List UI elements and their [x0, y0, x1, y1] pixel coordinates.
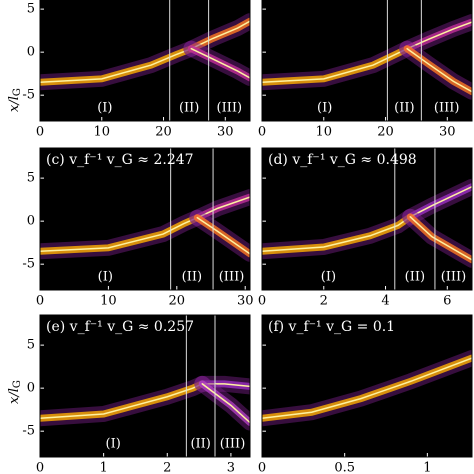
panel-background	[40, 148, 250, 290]
region-label: (II)	[182, 270, 202, 285]
panel-frame	[261, 0, 473, 122]
panel-frame	[39, 147, 251, 291]
x-tick-label: 0	[258, 294, 266, 309]
x-tick-label: 10	[93, 125, 110, 140]
panel-frame	[39, 314, 251, 458]
x-tick-label: 20	[155, 125, 172, 140]
region-label: (I)	[321, 270, 336, 285]
beam	[262, 47, 408, 84]
panel-label: (d) v_f⁻¹ v_G ≈ 0.498	[268, 152, 417, 168]
x-tick-label: 30	[439, 125, 456, 140]
panel-content: (f) v_f⁻¹ v_G = 0.1	[262, 319, 472, 427]
panel: (I) (II) (III) (c) v_f⁻¹ v_G ≈ 2.247 0 10 20 30…	[22, 147, 254, 309]
panel-content: (I) (II) (III)	[40, 0, 250, 121]
y-tick-label: -5	[22, 88, 35, 103]
beam	[196, 196, 250, 219]
beam	[409, 185, 472, 218]
region-label: (II)	[190, 437, 210, 452]
region-label: (I)	[98, 270, 113, 285]
panel-background	[262, 148, 472, 290]
y-tick-label: 0	[27, 214, 35, 229]
panel-label: (c) v_f⁻¹ v_G ≈ 2.247	[46, 152, 194, 168]
x-tick-label: 1	[99, 461, 107, 474]
beam	[201, 383, 250, 424]
beam	[201, 383, 250, 388]
x-tick-label: 0	[258, 461, 266, 474]
x-tick-label: 0	[36, 461, 44, 474]
panel-frame	[261, 314, 473, 458]
region-label: (III)	[217, 101, 243, 116]
panel-content: (I) (II) (III) (e) v_f⁻¹ v_G ≈ 0.257	[40, 315, 250, 457]
x-tick-label: 1	[423, 461, 431, 474]
y-tick-label: -5	[22, 424, 35, 439]
panel: (I) (II) (III) (d) v_f⁻¹ v_G ≈ 0.498 0 2 4 6	[258, 147, 473, 309]
region-label: (III)	[441, 270, 467, 285]
panel: (f) v_f⁻¹ v_G = 0.1 0 0.5 1	[258, 314, 473, 474]
beam	[262, 216, 411, 253]
beam	[262, 357, 472, 420]
panel: (I) (II) (III) (e) v_f⁻¹ v_G ≈ 0.257 0 1 2 3 -5 0…	[22, 314, 251, 474]
x-tick-label: 20	[377, 125, 394, 140]
x-tick-label: 6	[443, 294, 451, 309]
panel-label: (e) v_f⁻¹ v_G ≈ 0.257	[46, 319, 194, 335]
beam	[196, 216, 250, 255]
beam	[40, 383, 204, 420]
beam	[409, 216, 472, 261]
y-label-main: x/l	[7, 388, 22, 404]
x-tick-label: 0	[36, 125, 44, 140]
beam	[40, 47, 193, 84]
x-tick-label: 3	[227, 461, 235, 474]
panel-background	[262, 315, 472, 457]
panel-frame	[261, 147, 473, 291]
y-label-sub: G	[12, 380, 23, 388]
panel: (I) (II) (III) 0 10 20 30	[258, 0, 473, 140]
y-tick-label: 5	[27, 338, 35, 353]
beam	[40, 216, 199, 253]
x-tick-label: 10	[100, 294, 117, 309]
x-tick-label: 30	[237, 294, 254, 309]
region-label: (I)	[97, 101, 112, 116]
beam	[406, 21, 472, 50]
panel-content: (I) (II) (III) (c) v_f⁻¹ v_G ≈ 2.247	[40, 148, 250, 290]
panel-label: (f) v_f⁻¹ v_G = 0.1	[268, 319, 395, 335]
x-tick-label: 10	[315, 125, 332, 140]
y-tick-label: 5	[27, 2, 35, 17]
region-label: (II)	[405, 270, 425, 285]
x-tick-label: 2	[163, 461, 171, 474]
panel-content: (I) (II) (III)	[262, 0, 472, 121]
x-tick-label: 30	[217, 125, 234, 140]
x-tick-label: 20	[169, 294, 186, 309]
region-label: (I)	[317, 101, 332, 116]
x-tick-label: 4	[381, 294, 389, 309]
beam	[406, 47, 472, 93]
panel-background	[262, 0, 472, 121]
x-tick-label: 0	[36, 294, 44, 309]
region-label: (II)	[394, 101, 414, 116]
panel: (I) (II) (III) 0 10 20 30 -5 0 5	[22, 0, 251, 140]
x-tick-label: 0.5	[334, 461, 355, 474]
region-label: (III)	[434, 101, 460, 116]
y-axis-label: x/lG	[7, 380, 23, 404]
y-label-main: x/l	[7, 96, 22, 112]
region-label: (III)	[220, 437, 246, 452]
beam	[190, 47, 250, 79]
panel-content: (I) (II) (III) (d) v_f⁻¹ v_G ≈ 0.498	[262, 148, 472, 290]
y-tick-label: 0	[27, 45, 35, 60]
panel-frame	[39, 0, 251, 122]
y-tick-label: 5	[27, 171, 35, 186]
y-axis-label: x/lG	[7, 88, 23, 112]
region-label: (III)	[219, 270, 245, 285]
y-tick-label: 0	[27, 381, 35, 396]
beam	[190, 20, 250, 50]
region-label: (II)	[179, 101, 199, 116]
y-tick-label: -5	[22, 257, 35, 272]
region-label: (I)	[106, 437, 121, 452]
x-tick-label: 0	[258, 125, 266, 140]
y-label-sub: G	[12, 88, 23, 96]
x-tick-label: 2	[320, 294, 328, 309]
